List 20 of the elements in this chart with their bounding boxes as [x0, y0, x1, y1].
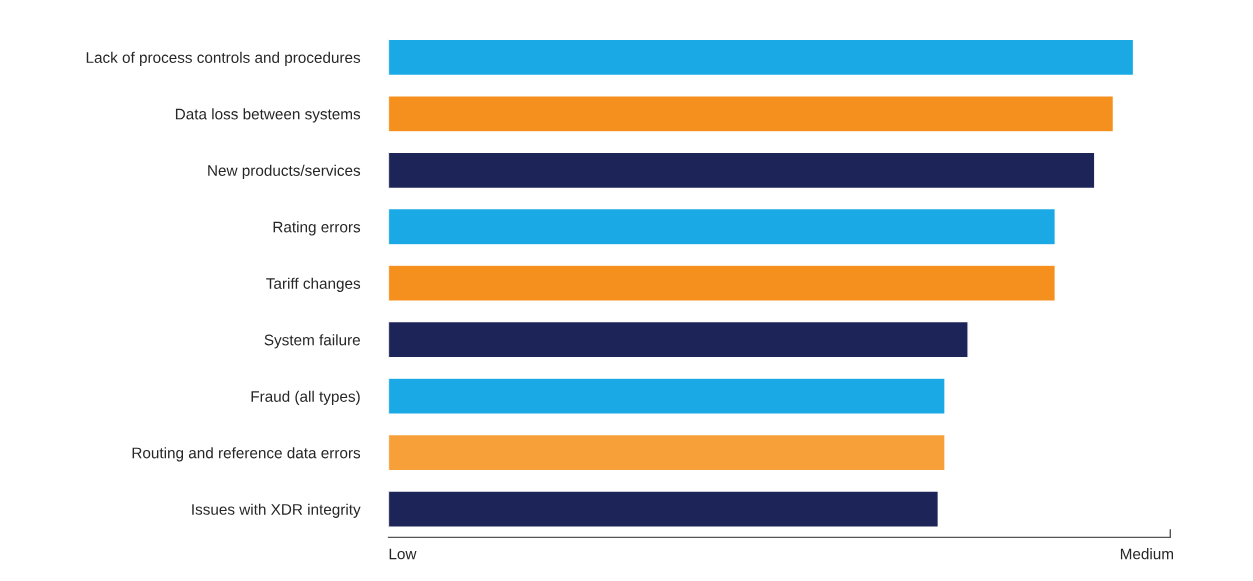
bar — [388, 264, 1057, 303]
bar — [388, 151, 1096, 190]
y-tick-label: Fraud (all types) — [251, 390, 360, 405]
text: Low — [389, 548, 417, 560]
y-tick-label: Data loss between systems — [175, 108, 361, 123]
bar — [388, 207, 1057, 246]
bar — [388, 320, 969, 359]
bar — [388, 377, 946, 415]
y-tick-label: Rating errors — [273, 221, 361, 236]
bar — [388, 38, 1135, 77]
bar — [388, 490, 940, 528]
y-tick-label: Issues with XDR integrity — [192, 503, 361, 518]
y-tick-label: New products/services — [208, 164, 361, 179]
y-tick-label: Tariff changes — [266, 277, 361, 292]
text: Medium — [1120, 548, 1174, 560]
bar — [388, 95, 1115, 133]
y-tick-label: System failure — [264, 334, 360, 349]
y-tick-label: Routing and reference data errors — [132, 447, 361, 462]
y-tick-label: Lack of process controls and procedures — [86, 51, 361, 66]
bar — [388, 433, 946, 472]
